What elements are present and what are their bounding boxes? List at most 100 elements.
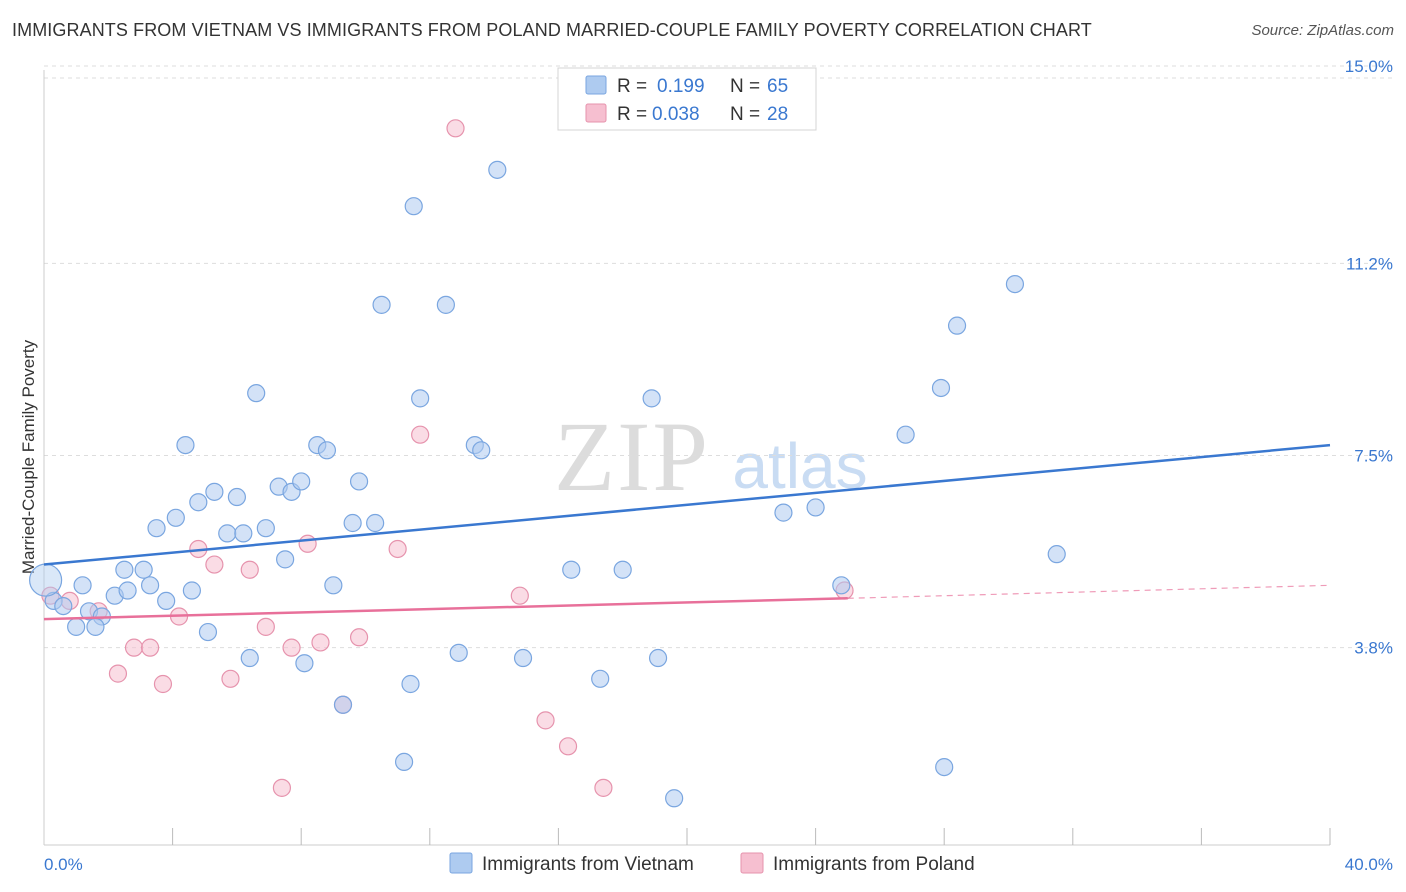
vietnam-point — [227, 487, 246, 507]
vietnam-point — [372, 295, 391, 314]
y-tick-label: 3.8% — [1354, 639, 1393, 658]
watermark-zip: ZIP — [554, 401, 710, 512]
vietnam-point — [256, 519, 275, 538]
poland-point — [124, 638, 144, 657]
x-tick-label: 40.0% — [1345, 855, 1393, 874]
vietnam-point — [591, 669, 610, 688]
legend-swatch-poland — [585, 103, 607, 123]
vietnam-point — [182, 581, 201, 600]
poland-point — [108, 664, 128, 683]
poland-trend-line — [43, 597, 848, 621]
legend-n-value-poland: 28 — [767, 104, 788, 125]
correlation-legend: R = 0.199 N = 65 R = 0.038 N = 28 — [557, 67, 817, 131]
poland-point — [256, 617, 275, 636]
y-tick-label: 7.5% — [1354, 446, 1393, 465]
vietnam-point — [947, 316, 967, 335]
poland-points — [41, 119, 854, 797]
vietnam-point — [140, 576, 160, 595]
legend-r-value-poland: 0.038 — [652, 104, 700, 125]
poland-point — [510, 586, 529, 605]
poland-point — [298, 534, 317, 553]
vietnam-point — [1047, 545, 1066, 564]
watermark-atlas: atlas — [732, 430, 867, 502]
vietnam-point — [642, 389, 661, 408]
vietnam-point — [562, 560, 581, 579]
vietnam-point — [613, 560, 632, 579]
source-label: Source: ZipAtlas.com — [1251, 22, 1394, 39]
vietnam-point — [394, 752, 414, 772]
vietnam-point — [333, 695, 353, 714]
vietnam-point — [449, 643, 468, 662]
vietnam-point — [317, 441, 337, 460]
chart-title: IMMIGRANTS FROM VIETNAM VS IMMIGRANTS FR… — [12, 20, 1092, 40]
vietnam-point — [147, 519, 166, 538]
poland-point — [140, 638, 160, 657]
poland-point — [558, 737, 578, 756]
vietnam-point — [343, 513, 362, 533]
x-tick-labels: 0.0% 40.0% — [44, 855, 1393, 874]
poland-point — [349, 628, 369, 647]
poland-point — [282, 638, 301, 657]
vietnam-point — [166, 508, 185, 527]
poland-point — [153, 674, 173, 694]
vietnam-point — [349, 472, 369, 491]
y-axis-label: Married-Couple Family Poverty — [19, 339, 38, 574]
vietnam-point — [247, 384, 266, 403]
vietnam-point — [198, 622, 218, 642]
series-legend: Immigrants from Vietnam Immigrants from … — [449, 852, 975, 875]
vietnam-point — [436, 295, 455, 314]
legend-swatch-vietnam — [585, 75, 607, 95]
vietnam-cluster-point — [29, 563, 63, 597]
bottom-legend-swatch-poland — [740, 852, 764, 874]
vietnam-point — [205, 482, 224, 501]
x-tick-label: 0.0% — [44, 855, 83, 874]
vietnam-point — [648, 648, 668, 668]
vietnam-point — [234, 524, 253, 543]
vietnam-point — [295, 654, 314, 673]
vietnam-point — [488, 160, 507, 179]
bottom-legend-swatch-vietnam — [449, 852, 473, 874]
vietnam-point — [115, 560, 134, 579]
axes — [43, 70, 1331, 846]
vietnam-point — [774, 503, 793, 522]
trend-lines — [43, 443, 1331, 621]
vietnam-trend-line — [43, 443, 1331, 566]
bottom-legend-label-poland: Immigrants from Poland — [773, 854, 975, 875]
legend-r-label: R = — [617, 104, 647, 125]
poland-point — [446, 119, 465, 138]
vietnam-point — [86, 617, 105, 636]
vietnam-point — [118, 581, 137, 600]
vietnam-point — [324, 576, 343, 595]
vietnam-point — [404, 197, 423, 216]
poland-point — [221, 669, 240, 688]
watermark: ZIP atlas — [554, 401, 868, 512]
poland-point — [272, 778, 292, 797]
legend-n-label: N = — [730, 76, 760, 97]
poland-point — [411, 425, 430, 444]
vietnam-point — [67, 617, 86, 636]
poland-point — [240, 560, 259, 579]
vietnam-point — [472, 441, 491, 460]
bottom-legend-label-vietnam: Immigrants from Vietnam — [482, 854, 694, 875]
y-tick-label: 11.2% — [1346, 254, 1393, 273]
vietnam-point — [513, 648, 533, 668]
vietnam-points — [29, 160, 1066, 808]
legend-r-label: R = — [617, 76, 647, 97]
vietnam-point — [935, 757, 954, 777]
vietnam-point — [411, 389, 430, 408]
vietnam-point — [54, 596, 73, 616]
poland-point — [536, 711, 555, 730]
vietnam-point — [157, 591, 176, 611]
vietnam-point — [134, 560, 153, 579]
vietnam-point — [240, 648, 259, 668]
y-tick-label: 15.0% — [1345, 57, 1393, 76]
vietnam-point — [931, 378, 951, 398]
vietnam-point — [366, 513, 385, 533]
grid-lines — [44, 65, 1395, 649]
legend-r-value-vietnam: 0.199 — [657, 76, 705, 97]
poland-point — [594, 778, 613, 797]
poland-point — [311, 633, 330, 652]
vietnam-point — [401, 674, 420, 694]
